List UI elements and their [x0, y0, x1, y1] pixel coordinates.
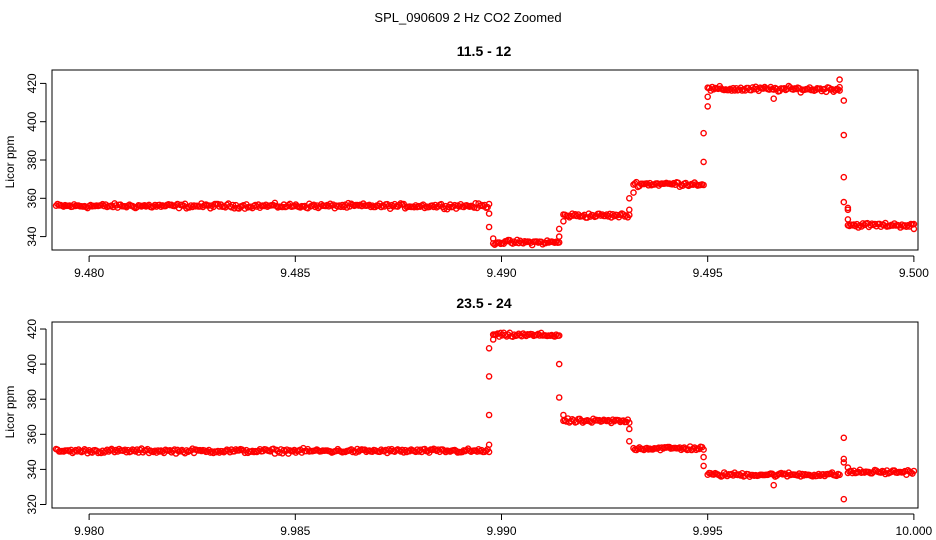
- data-point: [626, 419, 633, 427]
- data-point: [676, 183, 684, 190]
- y-tick-label: 400: [25, 111, 39, 131]
- x-tick-label: 9.985: [280, 524, 310, 538]
- data-point: [485, 210, 493, 217]
- x-tick-label: 9.480: [74, 266, 104, 280]
- data-point: [555, 360, 563, 368]
- x-tick-label: 9.995: [693, 524, 723, 538]
- data-point: [910, 225, 918, 233]
- x-tick-label: 9.490: [486, 266, 516, 280]
- data-point: [485, 200, 493, 208]
- data-point: [201, 447, 208, 454]
- data-point: [840, 97, 848, 104]
- data-point: [792, 85, 800, 93]
- y-tick-label: 420: [25, 319, 39, 339]
- data-point: [840, 455, 848, 463]
- data-point: [485, 448, 493, 456]
- data-point: [910, 467, 918, 475]
- y-tick-label: 400: [25, 354, 39, 374]
- data-point: [555, 332, 563, 339]
- data-point: [836, 83, 843, 91]
- data-point: [555, 225, 563, 233]
- data-point: [850, 221, 858, 228]
- y-tick-label: 320: [25, 494, 39, 514]
- data-point: [112, 446, 120, 454]
- data-point: [700, 446, 707, 453]
- data-point: [489, 336, 497, 343]
- y-tick-label: 360: [25, 424, 39, 444]
- data-point: [840, 173, 848, 181]
- data-point: [770, 95, 778, 102]
- y-tick-label: 380: [25, 150, 39, 170]
- data-point: [371, 203, 379, 211]
- data-point: [626, 206, 633, 214]
- data-point: [840, 434, 848, 442]
- y-tick-label: 340: [25, 459, 39, 479]
- data-point: [840, 495, 848, 503]
- data-point: [485, 373, 493, 380]
- panel-2-y-axis-label: Licor ppm: [3, 386, 17, 439]
- panel-1-points: [52, 76, 918, 249]
- data-point: [844, 206, 852, 214]
- data-point: [252, 201, 259, 209]
- data-point: [271, 199, 279, 207]
- data-point: [626, 425, 633, 433]
- panel-2-title: 23.5 - 24: [456, 295, 511, 311]
- data-point: [555, 233, 563, 240]
- data-point: [489, 235, 497, 242]
- data-point: [555, 394, 563, 401]
- data-point: [840, 131, 848, 139]
- panel-1-plot-frame: [51, 69, 919, 251]
- chart-panel-2: 23.5 - 24 Licor ppm 9.980 9.985 9.990 9.995…: [3, 295, 933, 538]
- data-point: [700, 462, 707, 470]
- y-tick-label: 380: [25, 389, 39, 409]
- x-tick-label: 9.495: [693, 266, 723, 280]
- data-point: [700, 129, 707, 137]
- data-point: [836, 471, 843, 479]
- x-tick-label: 10.000: [896, 524, 933, 538]
- data-point: [485, 344, 493, 352]
- panel-1-title: 11.5 - 12: [457, 43, 512, 59]
- chart-panel-1: 11.5 - 12 Licor ppm 9.480 9.485 9.490 9.495…: [3, 43, 929, 280]
- data-point: [560, 411, 567, 419]
- panel-2-points: [52, 329, 918, 503]
- data-point: [485, 441, 493, 449]
- data-point: [836, 76, 843, 83]
- x-tick-label: 9.990: [486, 524, 516, 538]
- data-point: [626, 194, 633, 202]
- x-tick-label: 9.485: [280, 266, 310, 280]
- data-point: [770, 481, 778, 489]
- data-point: [700, 158, 707, 166]
- data-point: [836, 87, 843, 94]
- data-point: [484, 203, 491, 211]
- data-point: [700, 181, 707, 189]
- panel-1-axes: 9.480 9.485 9.490 9.495 9.500 340 360 380 400 420: [25, 73, 929, 280]
- data-point: [183, 204, 190, 212]
- data-point: [840, 459, 848, 466]
- data-point: [700, 453, 707, 461]
- figure-title: SPL_090609 2 Hz CO2 Zoomed: [374, 10, 561, 25]
- data-point: [485, 411, 493, 419]
- x-tick-label: 9.500: [899, 266, 929, 280]
- panel-2-axes: 9.980 9.985 9.990 9.995 10.000 320 340 360 380 40…: [25, 319, 933, 538]
- y-tick-label: 340: [25, 226, 39, 246]
- data-point: [704, 93, 712, 101]
- data-point: [844, 464, 852, 471]
- data-point: [539, 240, 547, 248]
- y-tick-label: 420: [25, 73, 39, 93]
- data-point: [560, 217, 567, 225]
- y-tick-label: 360: [25, 188, 39, 208]
- data-point: [229, 201, 237, 209]
- data-point: [844, 216, 852, 223]
- data-point: [704, 103, 712, 110]
- data-point: [630, 189, 637, 196]
- x-tick-label: 9.980: [74, 524, 104, 538]
- panel-1-y-axis-label: Licor ppm: [3, 136, 17, 189]
- data-point: [626, 437, 633, 445]
- data-point: [485, 223, 493, 231]
- panel-2-plot-frame: [51, 321, 919, 509]
- data-point: [482, 447, 490, 455]
- data-point: [840, 198, 848, 206]
- data-point: [513, 236, 521, 244]
